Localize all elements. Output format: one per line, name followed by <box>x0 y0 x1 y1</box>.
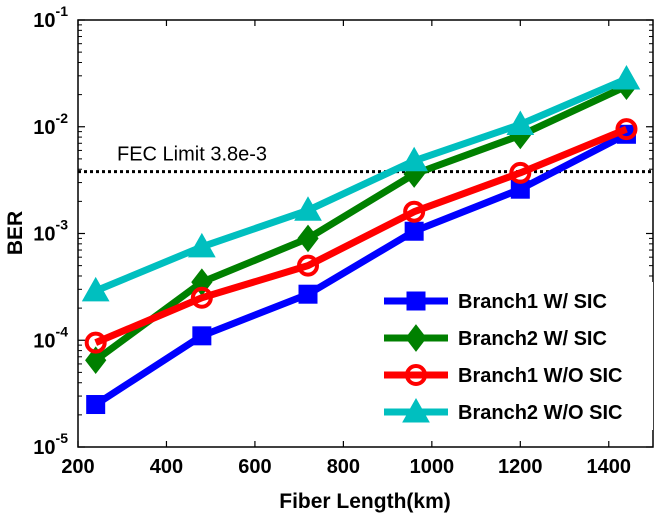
x-tick-label: 1000 <box>410 456 455 478</box>
series-line <box>94 125 628 346</box>
x-axis-ticks: 200 400 600 800 1000 1200 1400 <box>61 20 631 478</box>
legend-label: Branch1 W/ SIC <box>458 291 607 313</box>
x-tick-label: 1400 <box>587 456 632 478</box>
data-point <box>81 276 110 302</box>
data-point <box>85 346 107 375</box>
data-point <box>506 110 535 135</box>
y-tick-label: 10-2 <box>33 110 68 139</box>
legend-label: Branch2 W/O SIC <box>458 402 622 424</box>
legend-marker <box>405 364 427 386</box>
data-point <box>84 331 107 354</box>
data-point <box>400 146 429 172</box>
data-point <box>192 326 212 346</box>
series-branch2-w-o-sic <box>81 64 641 302</box>
x-tick-label: 1200 <box>498 456 543 478</box>
annotations-layer: FEC Limit 3.8e-3 <box>78 144 653 174</box>
y-tick-label: 10-5 <box>33 430 68 459</box>
legend-marker <box>402 397 430 423</box>
series-branch1-w-o-sic <box>84 118 638 354</box>
y-tick-label: 10-1 <box>33 3 68 32</box>
y-axis-title: BER <box>4 211 27 255</box>
x-tick-label: 400 <box>150 456 183 478</box>
y-tick-label: 10-4 <box>33 323 68 352</box>
fec-limit-label: FEC Limit 3.8e-3 <box>117 144 267 166</box>
x-tick-label: 600 <box>238 456 271 478</box>
series-line <box>93 82 628 364</box>
data-point <box>404 221 424 241</box>
series-line <box>93 131 629 408</box>
data-point <box>403 200 426 223</box>
legend-marker <box>406 291 426 311</box>
data-point <box>612 64 641 90</box>
series-layer <box>81 64 641 415</box>
series-line <box>94 75 628 295</box>
data-point <box>187 232 216 258</box>
data-point <box>297 224 319 253</box>
x-tick-label: 800 <box>327 456 360 478</box>
data-point <box>509 161 532 184</box>
data-point <box>297 254 319 277</box>
data-point <box>294 196 322 221</box>
y-axis-ticks: 10-5 10-4 10-3 10-2 10-1 <box>33 3 653 459</box>
data-point <box>298 284 318 304</box>
legend-label: Branch1 W/O SIC <box>458 365 622 387</box>
y-tick-label: 10-3 <box>33 217 68 246</box>
data-point <box>190 286 213 309</box>
legend-label: Branch2 W/ SIC <box>458 328 607 350</box>
x-axis-title: Fiber Length(km) <box>279 490 451 513</box>
legend-marker <box>405 324 427 352</box>
data-point <box>86 395 106 415</box>
data-point <box>615 118 638 141</box>
legend: Branch1 W/ SIC Branch2 W/ SIC Branch1 W/O … <box>378 282 653 430</box>
x-tick-label: 200 <box>61 456 94 478</box>
